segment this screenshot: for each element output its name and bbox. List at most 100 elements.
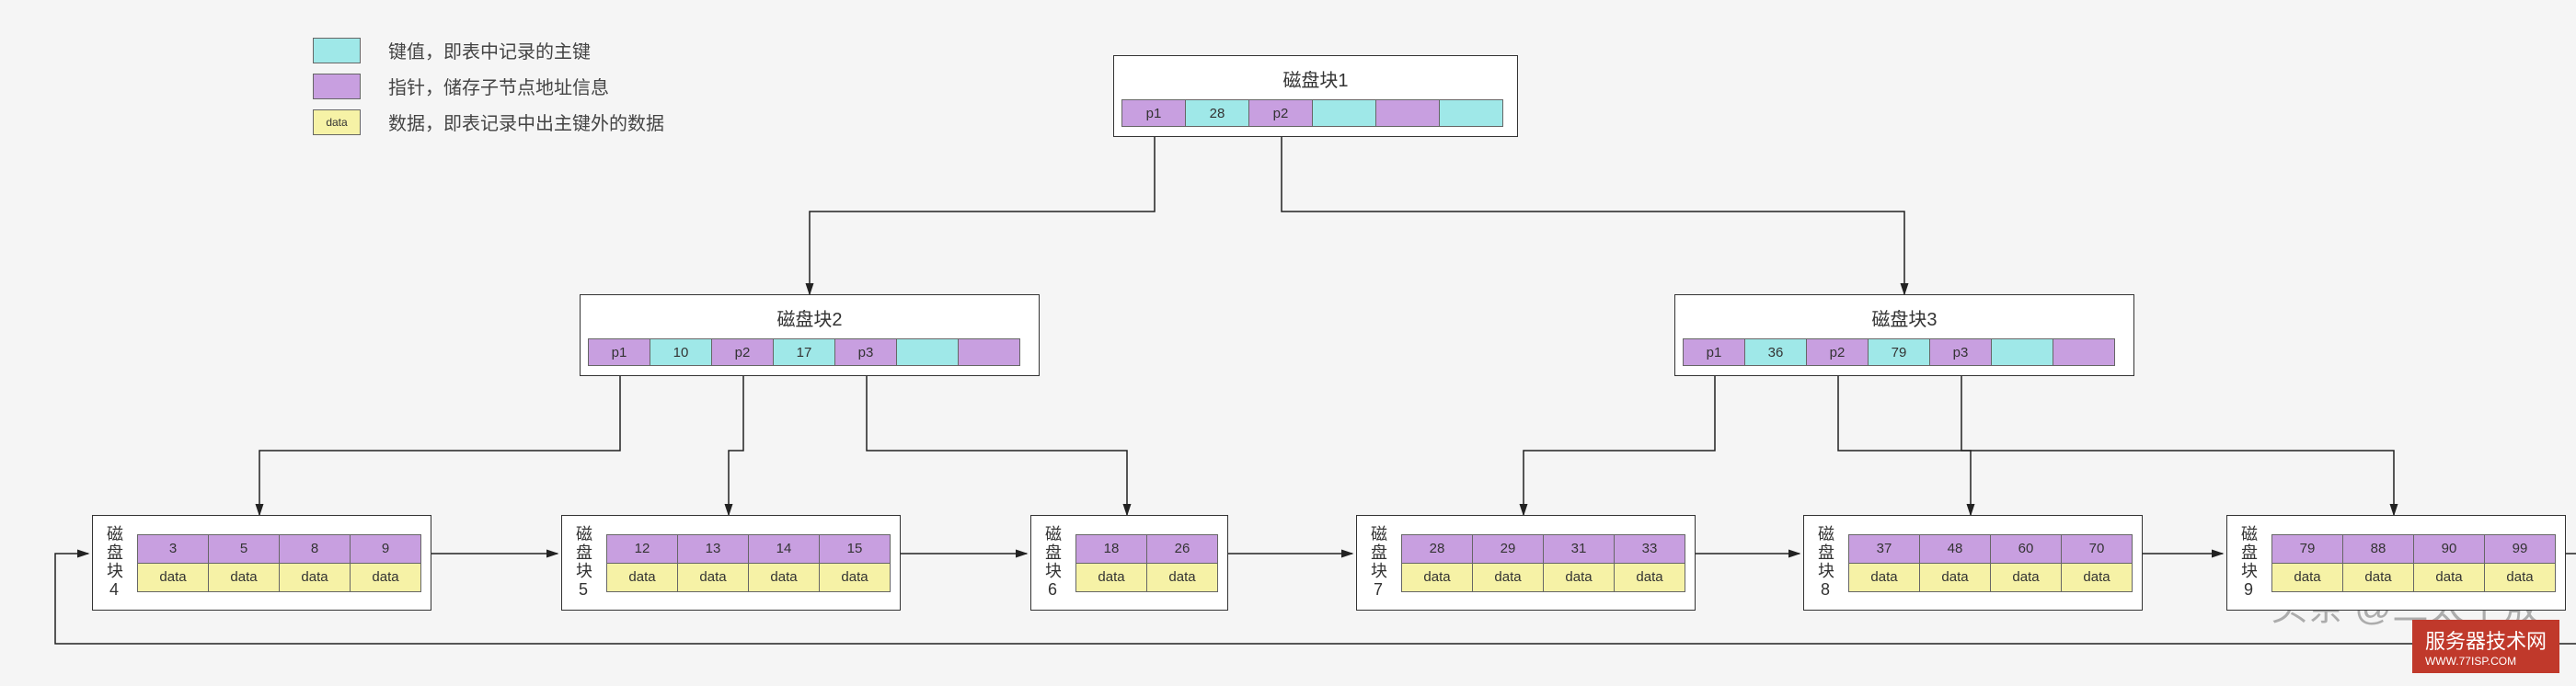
legend: 键值，即表中记录的主键指针，储存子节点地址信息 data 数据，即表记录中出主键外的… xyxy=(313,37,664,144)
block-title: 磁盘块6 xyxy=(1041,525,1064,600)
leaf-data-cell: data xyxy=(1146,563,1218,592)
edge xyxy=(729,359,743,515)
leaf-block: 磁盘块979889099datadatadatadata xyxy=(2226,515,2566,611)
leaf-data-cell: data xyxy=(279,563,351,592)
edge xyxy=(1524,359,1715,515)
leaf-grid: 79889099datadatadatadata xyxy=(2271,534,2556,592)
pointer-cell: p1 xyxy=(588,338,650,366)
leaf-data-cell: data xyxy=(2061,563,2133,592)
pointer-cell xyxy=(958,338,1020,366)
pointer-cell xyxy=(1375,99,1440,127)
leaf-data-cell: data xyxy=(2484,563,2556,592)
legend-label: 数据，即表记录中出主键外的数据 xyxy=(388,109,664,135)
leaf-key-cell: 33 xyxy=(1614,534,1685,564)
leaf-key-cell: 13 xyxy=(677,534,749,564)
edge xyxy=(259,359,620,515)
leaf-data-cell: data xyxy=(1848,563,1920,592)
leaf-data-row: datadata xyxy=(1075,563,1218,592)
leaf-key-cell: 70 xyxy=(2061,534,2133,564)
leaf-data-cell: data xyxy=(2413,563,2485,592)
leaf-key-cell: 26 xyxy=(1146,534,1218,564)
leaf-data-cell: data xyxy=(1990,563,2062,592)
leaf-keys-row: 37486070 xyxy=(1848,534,2133,564)
edge xyxy=(55,554,2576,644)
leaf-data-cell: data xyxy=(350,563,421,592)
legend-row: data 数据，即表记录中出主键外的数据 xyxy=(313,109,664,135)
pointer-cell: p3 xyxy=(1929,338,1992,366)
leaf-data-row: datadatadatadata xyxy=(1848,563,2133,592)
pointer-cell: p2 xyxy=(711,338,774,366)
block-title: 磁盘块7 xyxy=(1366,525,1390,600)
block-title: 磁盘块2 xyxy=(588,301,1031,338)
pointer-cell: p3 xyxy=(834,338,897,366)
key-cell xyxy=(1439,99,1503,127)
legend-swatch-ptr xyxy=(313,74,361,99)
leaf-key-cell: 18 xyxy=(1075,534,1147,564)
edge xyxy=(867,359,1127,515)
legend-swatch-data: data xyxy=(313,109,361,135)
leaf-data-row: datadatadatadata xyxy=(2271,563,2556,592)
leaf-grid: 12131415datadatadatadata xyxy=(606,534,891,592)
leaf-key-cell: 79 xyxy=(2271,534,2343,564)
leaf-keys-row: 1826 xyxy=(1075,534,1218,564)
edge xyxy=(810,120,1155,294)
leaf-data-cell: data xyxy=(1614,563,1685,592)
key-cell: 79 xyxy=(1868,338,1930,366)
leaf-key-cell: 37 xyxy=(1848,534,1920,564)
edge xyxy=(1961,359,2394,515)
leaf-key-cell: 5 xyxy=(208,534,280,564)
leaf-key-cell: 60 xyxy=(1990,534,2062,564)
leaf-keys-row: 79889099 xyxy=(2271,534,2556,564)
leaf-data-cell: data xyxy=(1401,563,1473,592)
leaf-block: 磁盘块728293133datadatadatadata xyxy=(1356,515,1696,611)
leaf-data-row: datadatadatadata xyxy=(606,563,891,592)
leaf-key-cell: 48 xyxy=(1919,534,1991,564)
pointer-cell xyxy=(2053,338,2115,366)
watermark-bar-sub: WWW.77ISP.COM xyxy=(2425,655,2547,668)
leaf-data-row: datadatadatadata xyxy=(1401,563,1685,592)
leaf-key-cell: 12 xyxy=(606,534,678,564)
root-block: 磁盘块1 p128p2 xyxy=(1113,55,1518,137)
leaf-data-cell: data xyxy=(1075,563,1147,592)
leaf-block: 磁盘块837486070datadatadatadata xyxy=(1803,515,2143,611)
leaf-block: 磁盘块6 1826datadata xyxy=(1030,515,1228,611)
leaf-key-cell: 3 xyxy=(137,534,209,564)
block-title: 磁盘块5 xyxy=(571,525,595,600)
leaf-data-cell: data xyxy=(819,563,891,592)
leaf-data-cell: data xyxy=(2342,563,2414,592)
canvas: 键值，即表中记录的主键指针，储存子节点地址信息 data 数据，即表记录中出主键外的… xyxy=(0,0,2576,686)
leaf-key-cell: 8 xyxy=(279,534,351,564)
leaf-data-cell: data xyxy=(677,563,749,592)
leaf-data-cell: data xyxy=(2271,563,2343,592)
block-title: 磁盘块1 xyxy=(1121,62,1510,99)
key-cell: 36 xyxy=(1744,338,1807,366)
legend-row: 键值，即表中记录的主键 xyxy=(313,37,664,63)
leaf-grid: 28293133datadatadatadata xyxy=(1401,534,1685,592)
leaf-key-cell: 28 xyxy=(1401,534,1473,564)
key-cell xyxy=(1991,338,2053,366)
key-cell: 28 xyxy=(1185,99,1249,127)
leaf-grid: 3589datadatadatadata xyxy=(137,534,421,592)
leaf-key-cell: 15 xyxy=(819,534,891,564)
edge xyxy=(1838,359,1971,515)
leaf-key-cell: 14 xyxy=(748,534,820,564)
leaf-data-cell: data xyxy=(606,563,678,592)
leaf-keys-row: 3589 xyxy=(137,534,421,564)
watermark-bar: 服务器技术网 WWW.77ISP.COM xyxy=(2412,620,2559,673)
mid-block: 磁盘块3p136p279p3 xyxy=(1674,294,2134,376)
leaf-block: 磁盘块43589datadatadatadata xyxy=(92,515,431,611)
leaf-block: 磁盘块512131415datadatadatadata xyxy=(561,515,901,611)
pointer-cell: p2 xyxy=(1248,99,1313,127)
leaf-keys-row: 28293133 xyxy=(1401,534,1685,564)
leaf-key-cell: 88 xyxy=(2342,534,2414,564)
cells-row: p136p279p3 xyxy=(1683,338,2126,366)
leaf-grid: 37486070datadatadatadata xyxy=(1848,534,2133,592)
leaf-data-cell: data xyxy=(1919,563,1991,592)
leaf-grid: 1826datadata xyxy=(1075,534,1218,592)
leaf-data-cell: data xyxy=(748,563,820,592)
legend-row: 指针，储存子节点地址信息 xyxy=(313,73,664,99)
leaf-key-cell: 90 xyxy=(2413,534,2485,564)
block-title: 磁盘块8 xyxy=(1813,525,1837,600)
key-cell: 17 xyxy=(773,338,835,366)
block-title: 磁盘块9 xyxy=(2237,525,2260,600)
